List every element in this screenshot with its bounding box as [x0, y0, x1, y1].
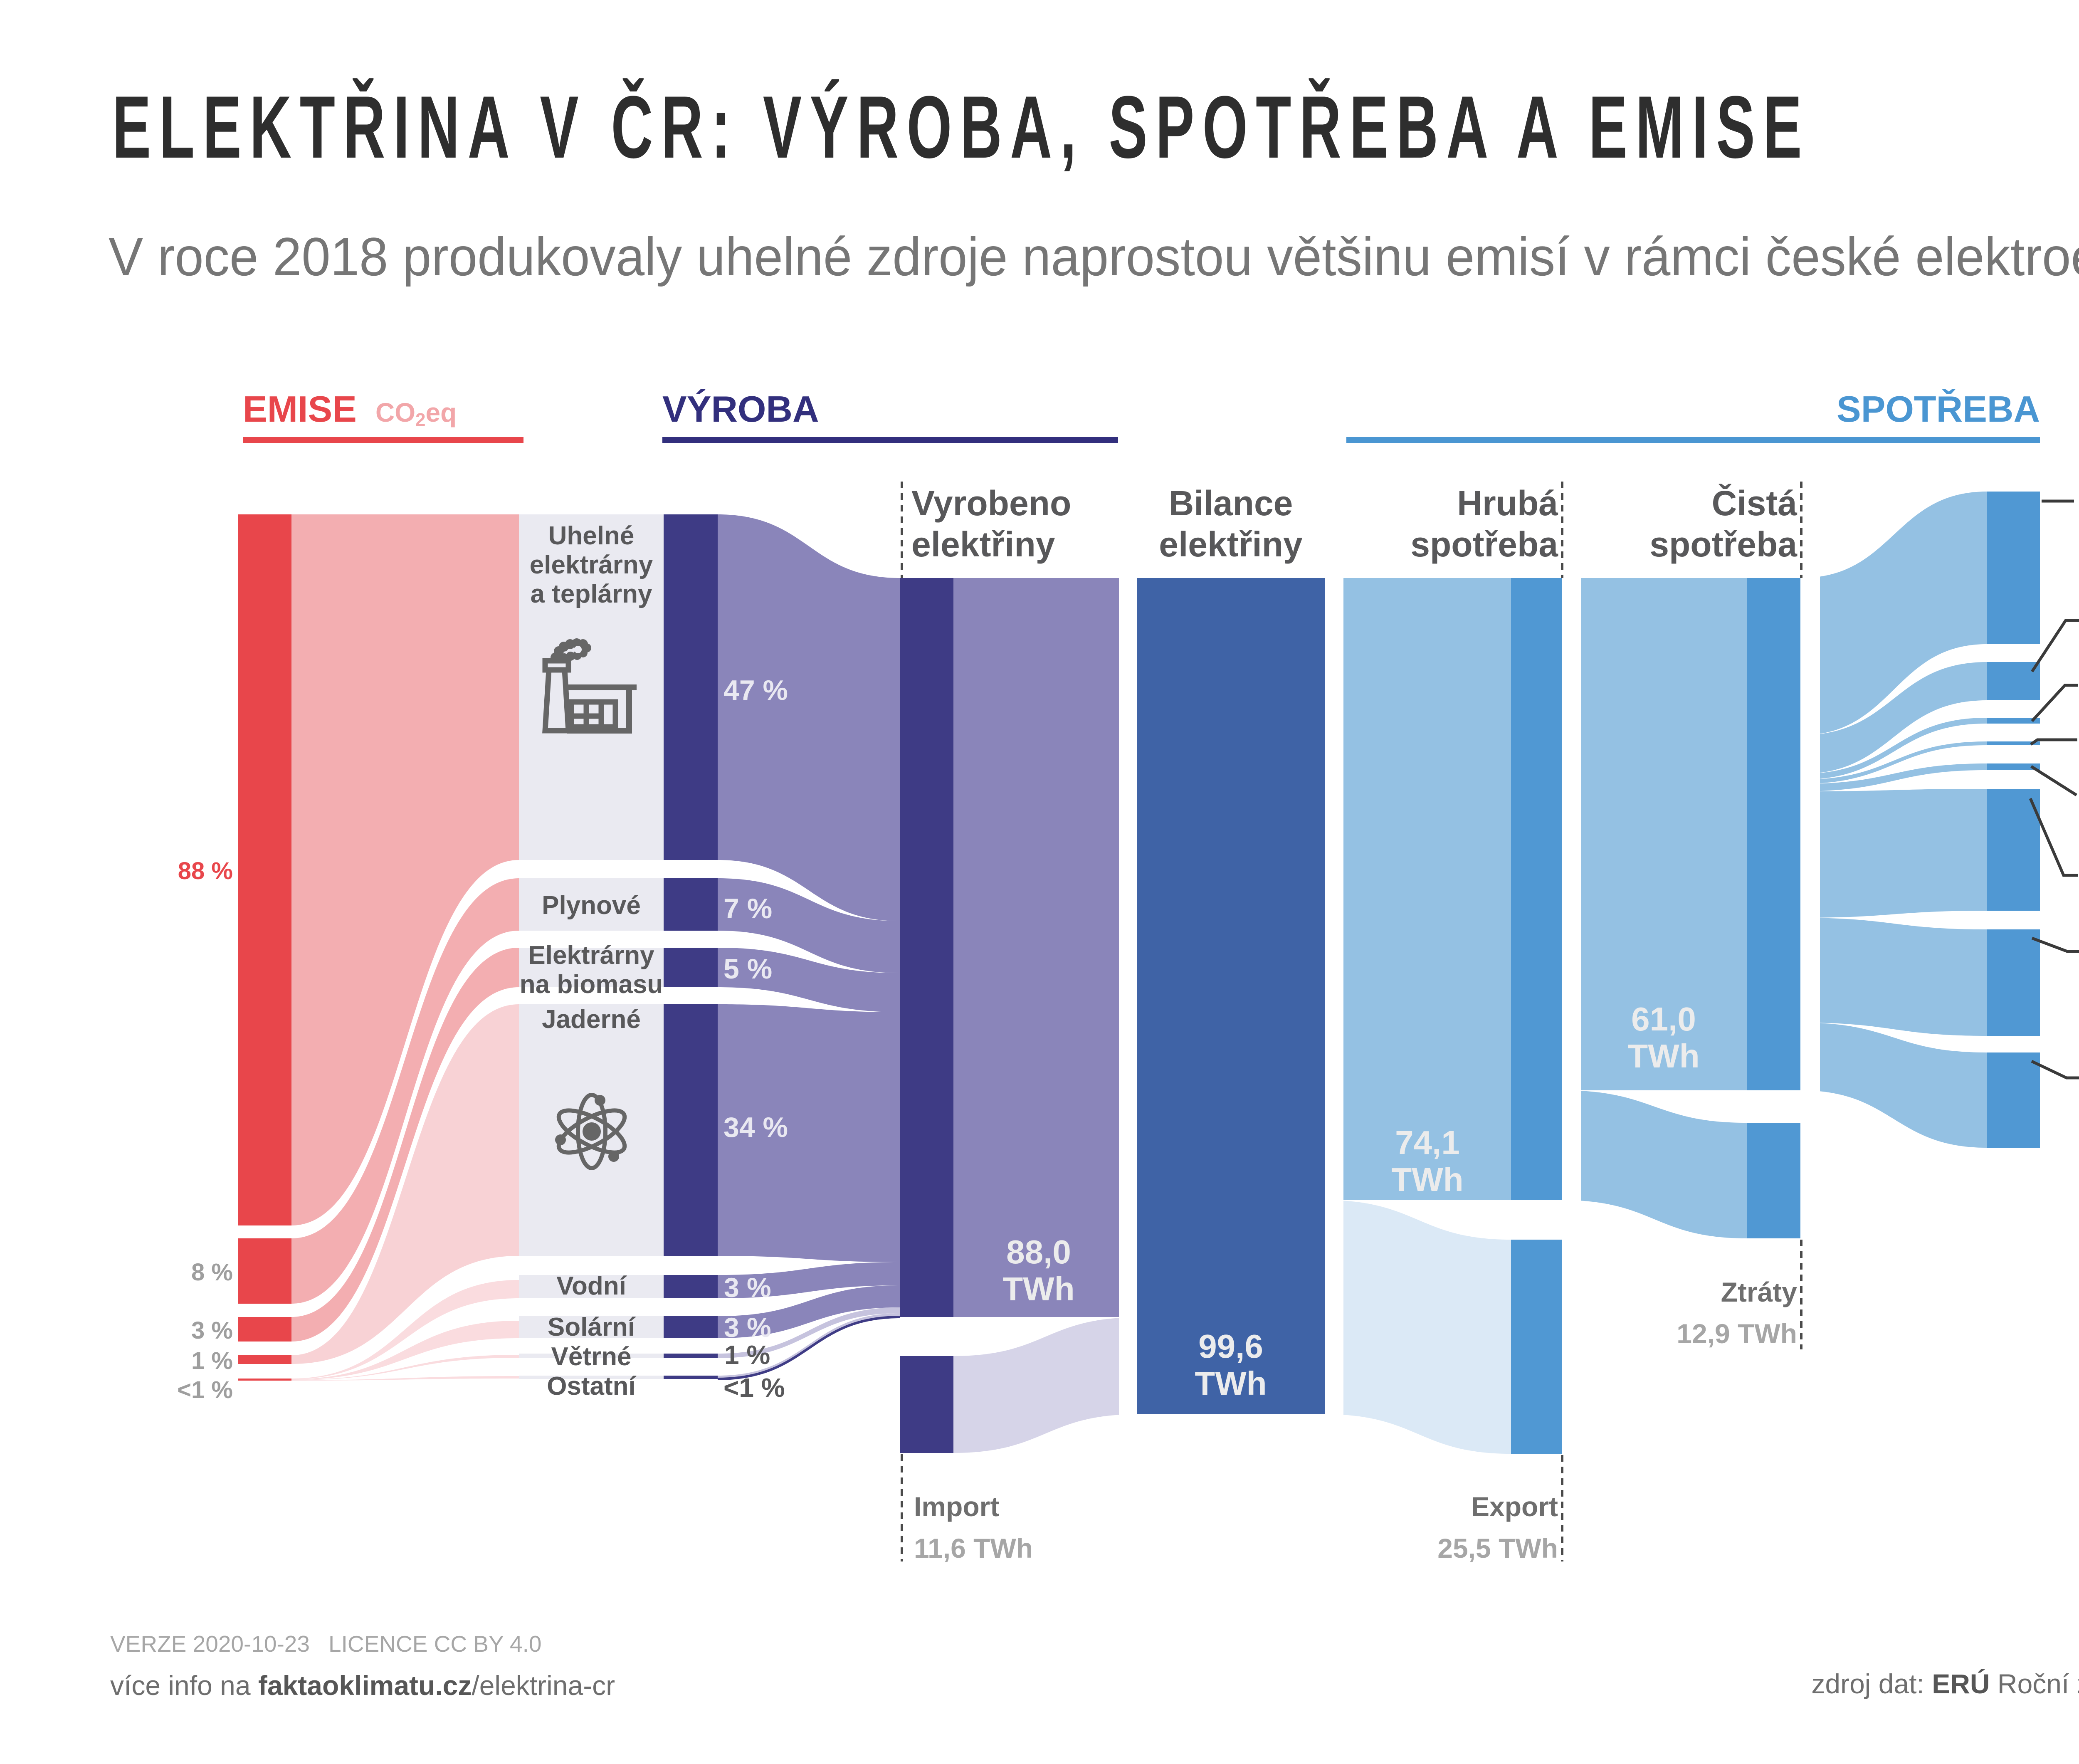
svg-text:5 %: 5 %: [723, 953, 772, 985]
svg-text:Hrubá: Hrubá: [1457, 484, 1558, 523]
svg-text:25,5 TWh: 25,5 TWh: [1437, 1533, 1558, 1564]
svg-text:Vodní: Vodní: [556, 1272, 627, 1300]
svg-text:na biomasu: na biomasu: [520, 970, 663, 999]
svg-text:zdroj dat: ERÚ Roční zpráva o: zdroj dat: ERÚ Roční zpráva o provozu ES…: [1811, 1668, 2079, 1699]
svg-text:34 %: 34 %: [723, 1112, 788, 1143]
svg-text:Import: Import: [914, 1491, 999, 1522]
svg-text:3 %: 3 %: [724, 1312, 771, 1343]
svg-text:více info na faktaoklimatu.cz/: více info na faktaoklimatu.cz/elektrina-…: [110, 1670, 615, 1701]
svg-text:Plynové: Plynové: [542, 891, 641, 920]
svg-text:7 %: 7 %: [723, 893, 772, 924]
svg-text:<1 %: <1 %: [723, 1373, 785, 1403]
svg-text:<1 %: <1 %: [177, 1376, 233, 1403]
svg-text:99,6: 99,6: [1198, 1328, 1263, 1365]
svg-text:88 %: 88 %: [178, 857, 233, 884]
svg-text:11,6 TWh: 11,6 TWh: [914, 1533, 1033, 1564]
svg-text:1 %: 1 %: [724, 1340, 770, 1370]
svg-text:Export: Export: [1471, 1491, 1558, 1522]
svg-text:elektřiny: elektřiny: [1159, 525, 1303, 564]
svg-text:V roce 2018 produkovaly uhelné: V roce 2018 produkovaly uhelné zdroje na…: [109, 226, 2079, 287]
svg-text:Jaderné: Jaderné: [542, 1005, 641, 1034]
svg-text:47 %: 47 %: [723, 674, 788, 706]
svg-text:Větrné: Větrné: [551, 1342, 632, 1371]
svg-text:VÝROBA: VÝROBA: [662, 388, 819, 430]
svg-text:elektřiny: elektřiny: [911, 525, 1055, 564]
svg-text:elektrárny: elektrárny: [530, 551, 653, 579]
svg-text:LICENCE CC BY 4.0: LICENCE CC BY 4.0: [328, 1631, 542, 1657]
svg-text:74,1: 74,1: [1395, 1124, 1460, 1161]
svg-text:3 %: 3 %: [724, 1272, 771, 1303]
svg-text:Uhelné: Uhelné: [548, 521, 635, 550]
svg-text:12,9 TWh: 12,9 TWh: [1677, 1318, 1797, 1349]
svg-text:Solární: Solární: [548, 1313, 636, 1342]
svg-text:Ztráty: Ztráty: [1721, 1277, 1798, 1307]
svg-text:TWh: TWh: [1627, 1038, 1699, 1075]
svg-text:Bilance: Bilance: [1169, 484, 1293, 523]
svg-text:TWh: TWh: [1002, 1270, 1074, 1307]
svg-text:8 %: 8 %: [191, 1259, 233, 1286]
svg-text:Elektrárny: Elektrárny: [528, 941, 654, 970]
svg-text:TWh: TWh: [1195, 1365, 1267, 1402]
svg-text:spotřeba: spotřeba: [1649, 525, 1798, 564]
svg-text:VERZE 2020-10-23: VERZE 2020-10-23: [110, 1631, 310, 1657]
svg-text:88,0: 88,0: [1006, 1233, 1071, 1270]
svg-text:SPOTŘEBA: SPOTŘEBA: [1837, 388, 2040, 430]
svg-text:Vyrobeno: Vyrobeno: [911, 484, 1071, 523]
svg-text:ELEKTŘINA V ČR: VÝROBA, SPOTŘE: ELEKTŘINA V ČR: VÝROBA, SPOTŘEBA A EMISE: [112, 78, 1810, 177]
svg-text:1 %: 1 %: [191, 1347, 233, 1374]
svg-text:a teplárny: a teplárny: [531, 580, 652, 608]
svg-text:Čistá: Čistá: [1712, 484, 1798, 523]
svg-text:3 %: 3 %: [191, 1317, 233, 1344]
svg-text:EMISE: EMISE: [243, 388, 357, 430]
svg-text:TWh: TWh: [1391, 1161, 1463, 1198]
svg-text:61,0: 61,0: [1631, 1001, 1696, 1038]
svg-text:spotřeba: spotřeba: [1410, 525, 1558, 564]
svg-text:Ostatní: Ostatní: [547, 1372, 636, 1401]
